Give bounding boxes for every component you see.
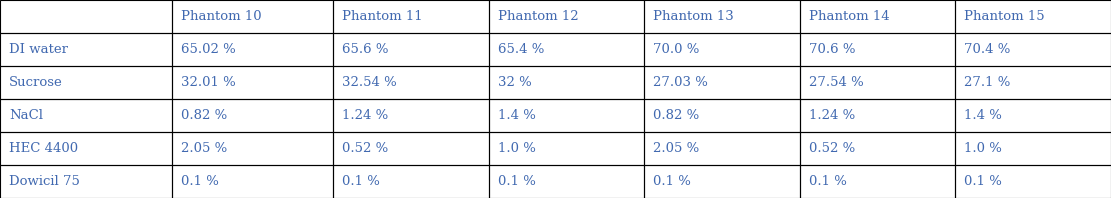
Text: 27.03 %: 27.03 % [653, 76, 708, 89]
Text: DI water: DI water [9, 43, 68, 56]
Text: Phantom 12: Phantom 12 [498, 10, 579, 23]
Text: 27.1 %: 27.1 % [964, 76, 1011, 89]
Bar [333, 165, 489, 198]
Bar [644, 0, 800, 33]
Bar [800, 165, 955, 198]
Text: 32.01 %: 32.01 % [181, 76, 236, 89]
Bar [489, 0, 644, 33]
Bar [489, 66, 644, 99]
Bar [333, 99, 489, 132]
Text: Sucrose: Sucrose [9, 76, 62, 89]
Text: Phantom 10: Phantom 10 [181, 10, 262, 23]
Text: 1.4 %: 1.4 % [964, 109, 1002, 122]
Bar [955, 66, 1111, 99]
Text: 32 %: 32 % [498, 76, 531, 89]
Text: Phantom 11: Phantom 11 [342, 10, 423, 23]
Bar [0, 66, 172, 99]
Bar [0, 33, 172, 66]
Bar [0, 99, 172, 132]
Text: 70.4 %: 70.4 % [964, 43, 1011, 56]
Bar [172, 99, 333, 132]
Text: 0.52 %: 0.52 % [342, 142, 389, 155]
Bar [0, 132, 172, 165]
Text: 70.6 %: 70.6 % [809, 43, 855, 56]
Text: 0.52 %: 0.52 % [809, 142, 855, 155]
Bar [644, 33, 800, 66]
Bar [644, 66, 800, 99]
Text: 0.1 %: 0.1 % [964, 175, 1002, 188]
Text: 0.1 %: 0.1 % [653, 175, 691, 188]
Bar [644, 132, 800, 165]
Text: 1.0 %: 1.0 % [498, 142, 536, 155]
Text: 2.05 %: 2.05 % [653, 142, 700, 155]
Text: 1.4 %: 1.4 % [498, 109, 536, 122]
Text: Dowicil 75: Dowicil 75 [9, 175, 80, 188]
Bar [172, 165, 333, 198]
Text: 70.0 %: 70.0 % [653, 43, 700, 56]
Bar [0, 165, 172, 198]
Bar [0, 0, 172, 33]
Text: 0.82 %: 0.82 % [653, 109, 700, 122]
Bar [955, 132, 1111, 165]
Bar [955, 33, 1111, 66]
Text: 65.6 %: 65.6 % [342, 43, 389, 56]
Text: 1.0 %: 1.0 % [964, 142, 1002, 155]
Text: 0.1 %: 0.1 % [342, 175, 380, 188]
Bar [333, 33, 489, 66]
Bar [333, 66, 489, 99]
Bar [172, 0, 333, 33]
Text: 0.1 %: 0.1 % [181, 175, 219, 188]
Text: NaCl: NaCl [9, 109, 43, 122]
Bar [333, 0, 489, 33]
Text: 65.4 %: 65.4 % [498, 43, 544, 56]
Text: 32.54 %: 32.54 % [342, 76, 397, 89]
Bar [172, 33, 333, 66]
Bar [800, 99, 955, 132]
Bar [800, 132, 955, 165]
Text: 1.24 %: 1.24 % [809, 109, 855, 122]
Text: 65.02 %: 65.02 % [181, 43, 236, 56]
Bar [489, 132, 644, 165]
Bar [800, 33, 955, 66]
Text: HEC 4400: HEC 4400 [9, 142, 78, 155]
Bar [333, 132, 489, 165]
Text: Phantom 13: Phantom 13 [653, 10, 734, 23]
Bar [644, 99, 800, 132]
Bar [489, 165, 644, 198]
Bar [644, 165, 800, 198]
Bar [489, 99, 644, 132]
Text: 0.1 %: 0.1 % [809, 175, 847, 188]
Bar [955, 165, 1111, 198]
Bar [172, 132, 333, 165]
Text: 2.05 %: 2.05 % [181, 142, 228, 155]
Text: 0.1 %: 0.1 % [498, 175, 536, 188]
Bar [800, 0, 955, 33]
Text: 27.54 %: 27.54 % [809, 76, 863, 89]
Text: Phantom 15: Phantom 15 [964, 10, 1045, 23]
Bar [172, 66, 333, 99]
Text: 1.24 %: 1.24 % [342, 109, 389, 122]
Bar [955, 99, 1111, 132]
Bar [955, 0, 1111, 33]
Bar [800, 66, 955, 99]
Text: Phantom 14: Phantom 14 [809, 10, 890, 23]
Bar [489, 33, 644, 66]
Text: 0.82 %: 0.82 % [181, 109, 228, 122]
